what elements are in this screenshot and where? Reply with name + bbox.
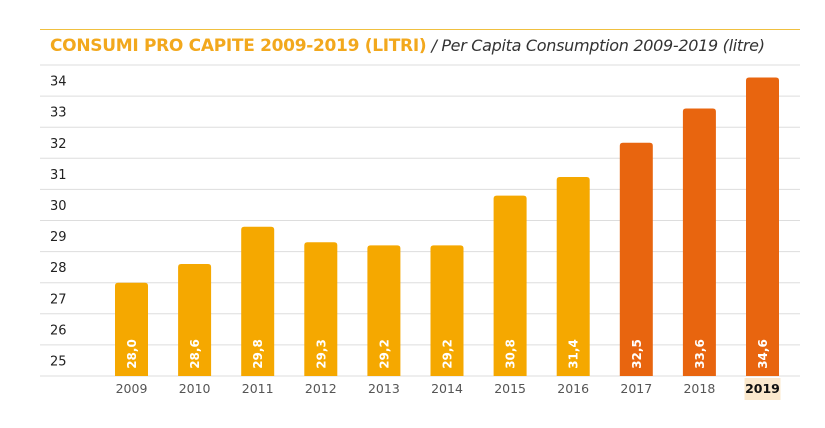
bar-2013 <box>367 245 401 376</box>
chart-title: CONSUMI PRO CAPITE 2009-2019 (LITRI) / P… <box>50 36 765 56</box>
x-tick-label: 2019 <box>745 381 780 396</box>
data-label: 28,0 <box>125 339 139 369</box>
bar-2014 <box>430 245 464 376</box>
y-tick-label: 25 <box>50 354 67 369</box>
bar-2009 <box>115 282 148 376</box>
y-tick-label: 30 <box>50 199 67 214</box>
bar-2017 <box>619 142 653 376</box>
data-label: 30,8 <box>504 339 518 369</box>
bar-2016 <box>556 176 590 376</box>
data-label: 31,4 <box>567 339 581 369</box>
x-tick-label: 2016 <box>557 381 589 396</box>
x-tick-label: 2010 <box>179 381 211 396</box>
y-tick-label: 34 <box>50 75 67 90</box>
bar-2019 <box>746 77 779 376</box>
bar-2011 <box>241 226 275 376</box>
data-label: 29,8 <box>251 339 265 369</box>
y-tick-label: 32 <box>50 137 67 152</box>
bar-2018 <box>682 108 716 376</box>
y-tick-label: 28 <box>50 261 67 276</box>
y-tick-label: 29 <box>50 230 67 245</box>
x-tick-label: 2009 <box>116 381 148 396</box>
data-label: 29,2 <box>377 339 391 369</box>
x-tick-label: 2018 <box>683 381 715 396</box>
y-tick-label: 31 <box>50 168 67 183</box>
data-label: 29,2 <box>441 339 455 369</box>
x-tick-label: 2017 <box>620 381 652 396</box>
x-tick-label: 2012 <box>305 381 337 396</box>
bar-2015 <box>493 195 527 376</box>
data-label: 34,6 <box>756 339 770 369</box>
highlight-background <box>744 378 781 400</box>
bar-2012 <box>304 242 338 376</box>
y-tick-label: 33 <box>50 106 67 121</box>
bar-2010 <box>178 264 212 376</box>
title-english: / Per Capita Consumption 2009-2019 (litr… <box>431 36 765 55</box>
data-label: 32,5 <box>630 339 644 369</box>
data-label: 33,6 <box>693 339 707 369</box>
data-label: 28,6 <box>188 339 202 369</box>
x-tick-label: 2011 <box>242 381 274 396</box>
y-tick-label: 27 <box>50 292 67 307</box>
title-rule <box>40 29 800 30</box>
x-tick-label: 2014 <box>431 381 463 396</box>
x-tick-label: 2015 <box>494 381 526 396</box>
data-label: 29,3 <box>314 339 328 369</box>
x-tick-label: 2013 <box>368 381 400 396</box>
y-tick-label: 26 <box>50 323 67 338</box>
title-italian: CONSUMI PRO CAPITE 2009-2019 (LITRI) <box>50 36 427 56</box>
